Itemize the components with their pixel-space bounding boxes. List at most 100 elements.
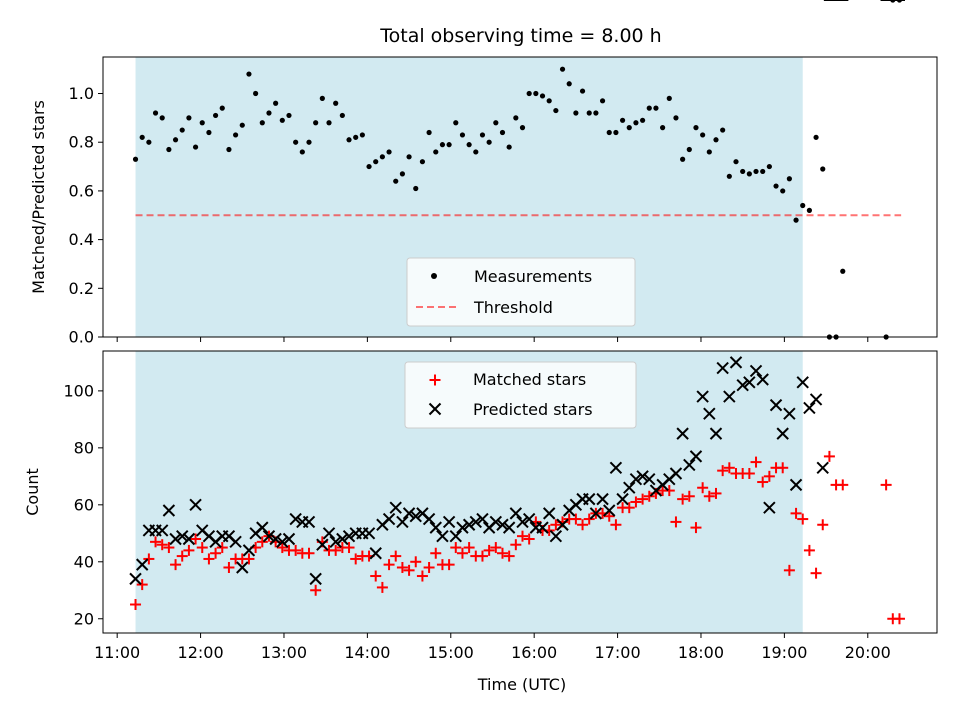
measurement-point — [439, 142, 446, 148]
matched-star-point — [637, 493, 649, 505]
measurement-point — [426, 129, 432, 136]
predicted-star-point-b — [616, 492, 629, 506]
predicted-star-point — [262, 529, 276, 543]
measurement-point — [253, 90, 259, 97]
matched-star-point — [430, 547, 442, 559]
predicted-star-point — [389, 501, 402, 514]
predicted-star-point — [336, 532, 349, 546]
measurement-point — [406, 154, 412, 160]
predicted-star-point — [422, 512, 436, 526]
measurement-point — [246, 71, 252, 77]
predicted-star-point — [489, 515, 503, 529]
measurement-point — [820, 166, 826, 172]
predicted-star-point-b — [416, 507, 429, 520]
measurement-point — [152, 110, 159, 116]
predicted-star-point-b — [302, 515, 316, 529]
predicted-star-point — [723, 390, 736, 403]
predicted-star-point-b — [162, 504, 176, 517]
predicted-star-point-b — [229, 535, 242, 549]
measurement-point — [146, 139, 152, 145]
matched-star-point — [276, 542, 288, 554]
bottom-panel: 20 40 60 80 100 11:00 12:00 13:00 14:00 15:00 16:… — [23, 0, 938, 694]
predicted-star-point-b — [803, 401, 816, 415]
predicted-star-point — [616, 492, 629, 506]
predicted-star-point — [596, 492, 609, 506]
legend-matched-label: Matched stars — [473, 370, 586, 389]
matched-star-point — [456, 547, 468, 559]
measurement-point — [219, 105, 225, 111]
matched-star-point — [396, 561, 408, 573]
chart-title: Total observing time = 8.00 h — [379, 25, 661, 47]
predicted-star-point — [402, 507, 416, 520]
predicted-star-point-b — [202, 529, 216, 543]
matched-star-point — [503, 550, 515, 562]
predicted-star-point — [509, 507, 523, 520]
predicted-star-point-b — [402, 507, 416, 520]
predicted-star-point-b — [282, 532, 296, 546]
matched-star-point — [783, 564, 795, 576]
matched-star-point — [750, 456, 762, 468]
legend-predicted-marker — [428, 402, 442, 416]
matched-star-point — [343, 542, 355, 554]
matched-star-point — [683, 490, 695, 502]
measurement-point — [186, 115, 192, 121]
bottom-x-tick-label: 13:00 — [261, 643, 307, 662]
measurement-point — [579, 88, 586, 94]
predicted-star-point — [289, 512, 302, 526]
legend-matched-marker — [429, 374, 441, 386]
measurement-point — [166, 146, 172, 153]
predicted-star-point — [609, 461, 623, 474]
measurement-point — [773, 183, 779, 189]
predicted-star-point — [536, 521, 549, 534]
matched-star-point — [817, 519, 829, 531]
measurements-series — [132, 0, 903, 340]
measurement-point — [693, 125, 699, 131]
predicted-star-point — [743, 376, 756, 389]
measurement-point — [486, 139, 492, 145]
predicted-star-point — [496, 518, 509, 531]
predicted-star-point — [703, 407, 716, 420]
matched-star-point — [463, 542, 475, 554]
predicted-star-point-b — [683, 458, 696, 472]
measurement-point — [212, 112, 219, 119]
legend-predicted-label: Predicted stars — [473, 400, 593, 419]
matched-star-point — [797, 513, 809, 525]
measurement-point — [553, 107, 559, 114]
predicted-star-point — [589, 507, 603, 520]
measurement-point — [539, 93, 546, 99]
bottom-y-tick-label: 60 — [74, 495, 94, 514]
predicted-star-point — [549, 529, 563, 543]
bottom-axes-frame — [102, 350, 938, 634]
predicted-star-point — [689, 450, 703, 463]
matched-star-point — [330, 544, 342, 556]
matched-star-point — [893, 613, 905, 625]
predicted-star-point-b — [709, 427, 723, 440]
measurement-point — [573, 110, 579, 116]
predicted-star-point — [456, 521, 469, 534]
predicted-star-point — [362, 527, 376, 540]
predicted-star-point — [442, 515, 456, 529]
predicted-star-point — [256, 521, 269, 534]
measurement-point — [633, 120, 639, 126]
measurement-point — [159, 115, 165, 121]
predicted-star-point-b — [489, 515, 503, 529]
measurement-point — [233, 132, 239, 138]
predicted-star-point-b — [589, 507, 603, 520]
predicted-star-point-b — [436, 529, 449, 543]
matched-star-point — [223, 561, 235, 573]
predicted-star-point — [809, 393, 823, 406]
matched-star-point — [703, 490, 715, 502]
measurement-point — [566, 81, 572, 87]
measurement-point — [433, 149, 439, 155]
measurement-point — [599, 98, 606, 104]
measurement-point — [626, 125, 632, 131]
matched-star-point — [550, 519, 562, 531]
predicted-star-point-b — [516, 515, 529, 529]
matched-star-point — [210, 547, 222, 559]
measurement-point — [700, 132, 706, 138]
top-legend: Measurements Threshold — [406, 257, 636, 327]
measurement-point — [533, 90, 539, 97]
measurement-point — [753, 168, 759, 175]
predicted-star-point-b — [696, 390, 709, 403]
predicted-star-point-b — [222, 529, 236, 543]
